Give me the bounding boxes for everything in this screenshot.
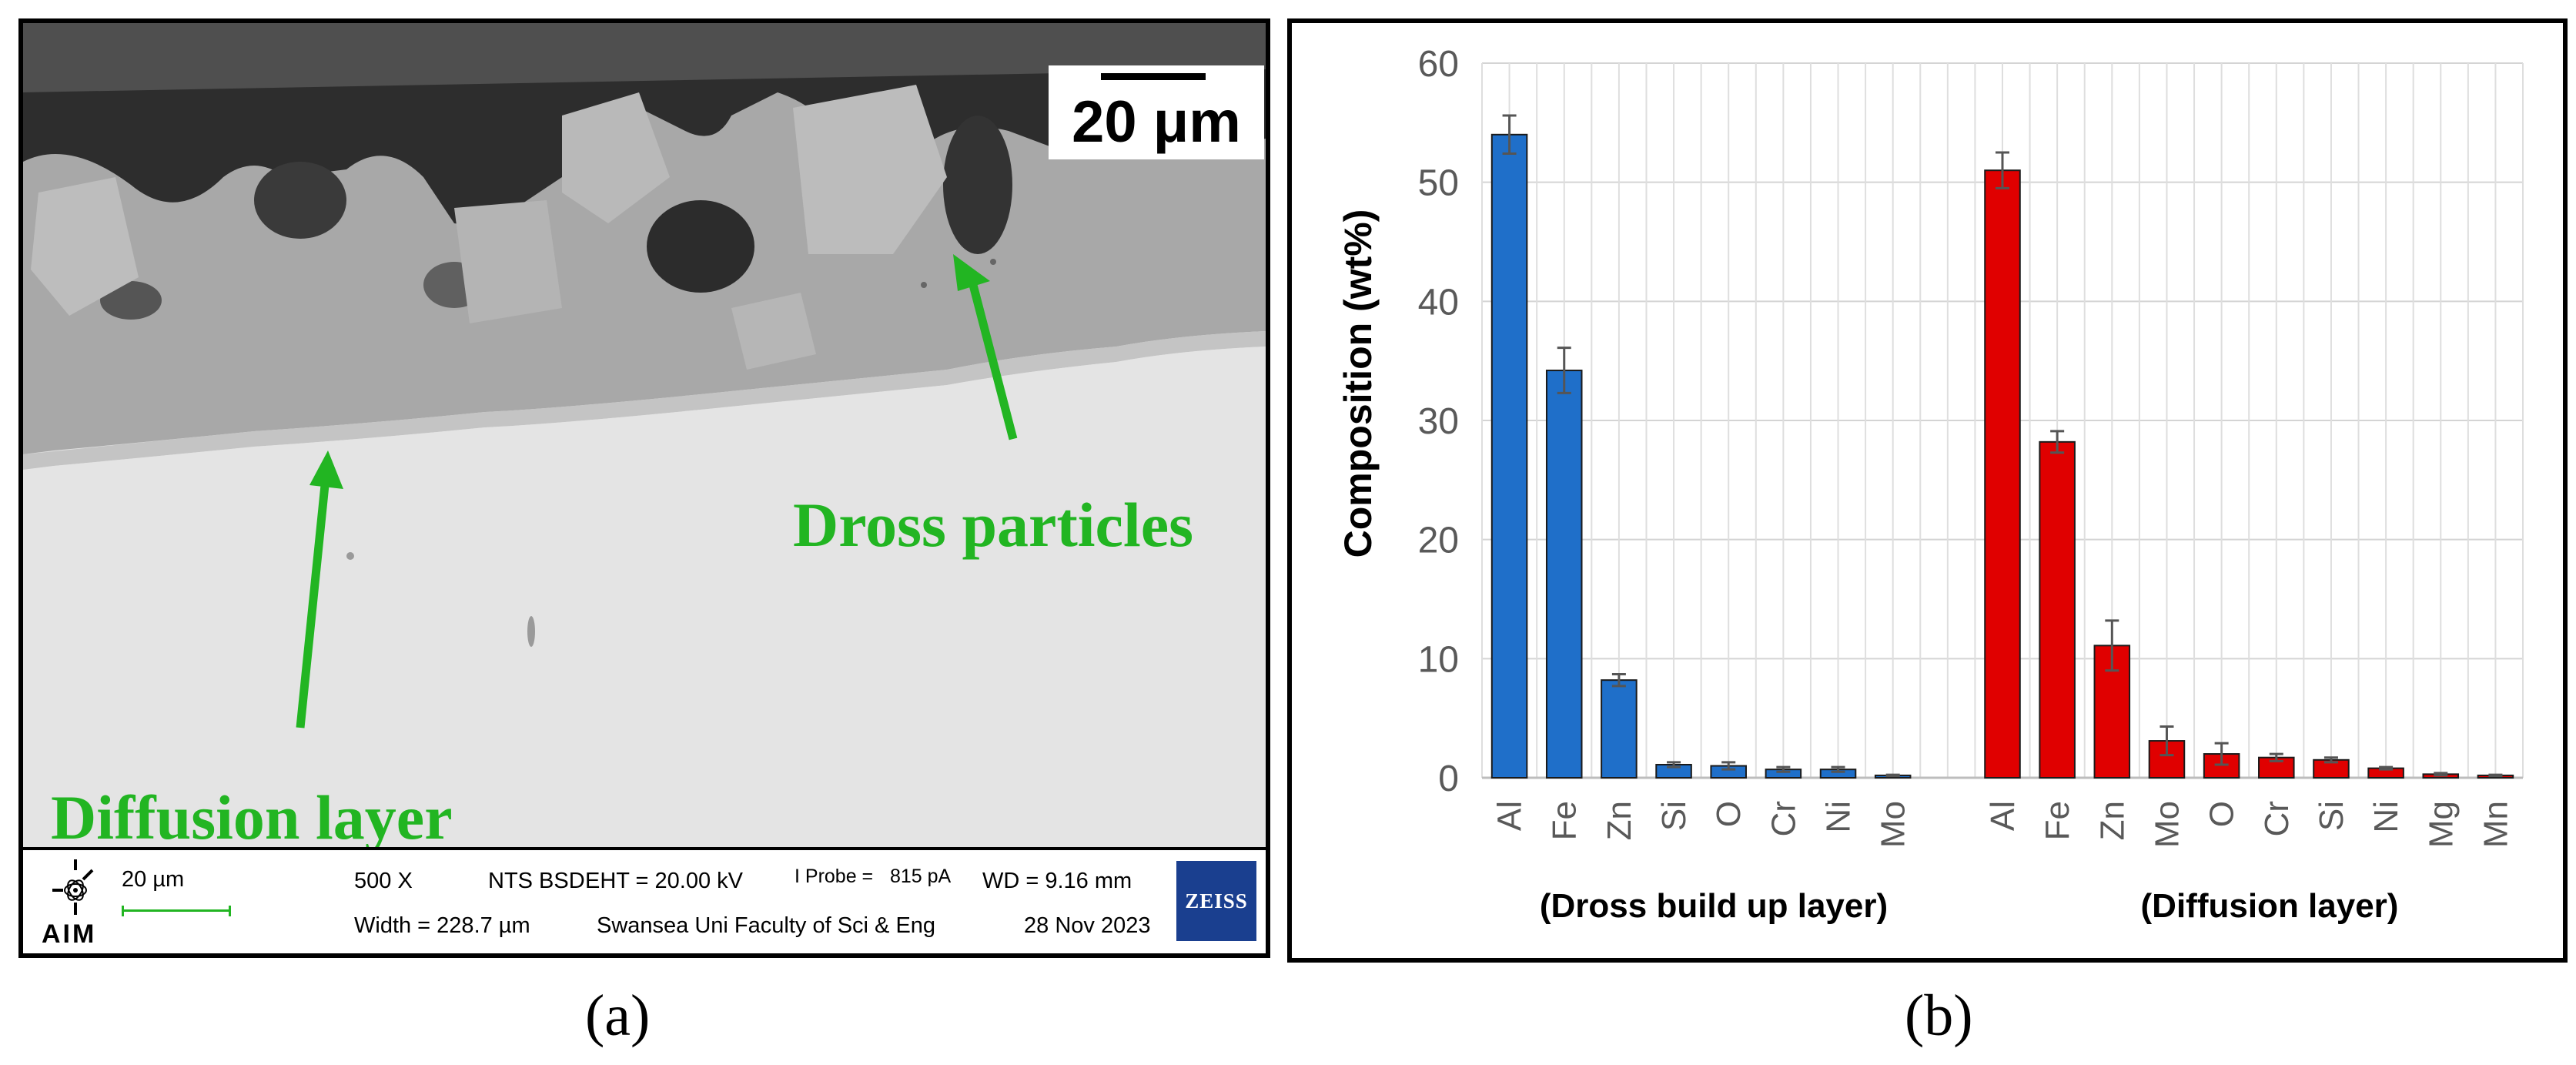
zeiss-logo: ZEISS [1176, 861, 1256, 941]
x-tick-label: Mo [1875, 801, 1912, 848]
acquisition-date: 28 Nov 2023 [1024, 913, 1151, 938]
iprobe-value: 815 pA [890, 866, 952, 887]
x-tick-label: Zn [2093, 801, 2131, 840]
x-tick-label: Si [2313, 801, 2350, 831]
bar-diffusion-al [1984, 169, 2021, 779]
x-tick-label: Cr [2258, 801, 2296, 836]
working-distance: WD = 9.16 mm [982, 869, 1132, 893]
error-bar [2050, 430, 2065, 454]
bar-dross-zn [1601, 679, 1638, 779]
iprobe-label: I Probe = [795, 866, 874, 887]
x-tick-label: Mg [2422, 801, 2460, 848]
detector: NTS BSD [488, 869, 585, 893]
error-bar [1831, 765, 1845, 773]
axis-ticks: 0 10 20 30 40 50 60 [1418, 44, 1459, 799]
error-bar [1557, 347, 1571, 394]
caption-b: (b) [1905, 983, 1973, 1048]
sem-info-bar: AIM 20 µm 500 X Width = 228.7 µm NTS BSD… [23, 847, 1266, 953]
diffusion-layer-label: Diffusion layer [51, 782, 453, 852]
error-bar [1885, 773, 1900, 778]
x-tick-label: Mo [2148, 801, 2186, 848]
y-tick-label: 60 [1418, 44, 1459, 85]
x-tick-label: Cr [1765, 801, 1802, 836]
error-bar [1776, 765, 1791, 773]
facility: Swansea Uni Faculty of Sci & Eng [597, 913, 936, 938]
error-bar [2214, 742, 2229, 766]
group-label-dross: (Dross build up layer) [1540, 887, 1888, 925]
arrow-dross [953, 254, 1018, 440]
y-axis-title: Composition (wt%) [1337, 209, 1380, 558]
x-tick-label: Fe [2039, 801, 2076, 840]
magnification: 500 X [354, 869, 413, 893]
y-tick-label: 40 [1418, 282, 1459, 323]
error-bar [1667, 761, 1681, 769]
y-tick-label: 30 [1418, 401, 1459, 442]
y-tick-label: 10 [1418, 639, 1459, 680]
arrow-diffusion [296, 450, 343, 728]
composition-chart: 0 10 20 30 40 50 60 Al Fe Zn Si O Cr Ni Mo Al Fe Zn Mo O Cr… [1337, 44, 2524, 925]
y-tick-label: 50 [1418, 163, 1459, 204]
x-tick-label: Ni [2367, 801, 2405, 833]
error-bar [2159, 725, 2174, 757]
error-bar [2269, 752, 2283, 762]
category-labels: Al Fe Zn Si O Cr Ni Mo Al Fe Zn Mo O Cr Si Ni Mg Mn [1491, 801, 2515, 848]
error-bar [1996, 151, 2009, 189]
eht-value: EHT = 20.00 kV [585, 869, 743, 893]
bar-dross-fe [1545, 370, 1583, 779]
x-tick-label: Si [1655, 801, 1693, 831]
y-tick-label: 0 [1438, 759, 1459, 799]
atom-icon [52, 859, 94, 915]
x-tick-label: Fe [1546, 801, 1584, 840]
bars [1490, 114, 2514, 779]
x-tick-label: Zn [1601, 801, 1638, 840]
bar-dross-al [1490, 133, 1528, 779]
bar-diffusion-fe [2039, 440, 2076, 779]
group-label-diffusion: (Diffusion layer) [2141, 887, 2399, 925]
info-scale-bar [122, 906, 231, 916]
scale-bar-label: 20 μm [1072, 89, 1241, 155]
x-tick-label: Al [1984, 801, 2022, 831]
error-bar [2379, 765, 2394, 771]
sem-panel: 20 μm Dross particles Diffusion layer AI… [18, 18, 1270, 958]
x-tick-label: O [1710, 801, 1748, 827]
error-bar [1611, 672, 1626, 688]
info-scale-label: 20 µm [122, 867, 185, 892]
error-bar [2105, 619, 2119, 672]
x-tick-label: Mn [2477, 801, 2514, 848]
aim-logo: AIM [37, 859, 114, 949]
x-tick-label: O [2203, 801, 2241, 827]
scale-bar-line [1101, 73, 1206, 80]
error-bar [2488, 773, 2503, 778]
y-tick-label: 20 [1418, 521, 1459, 561]
x-tick-label: Al [1491, 801, 1529, 831]
sem-micrograph [23, 23, 1266, 953]
aim-logo-text: AIM [42, 919, 97, 949]
error-bar [1502, 114, 1517, 156]
error-bar [2434, 772, 2448, 777]
scale-bar: 20 μm [1049, 65, 1264, 159]
caption-a: (a) [585, 983, 651, 1048]
error-bar [2323, 756, 2338, 764]
dross-particles-label: Dross particles [793, 490, 1194, 560]
chart-panel: 0 10 20 30 40 50 60 Al Fe Zn Si O Cr Ni Mo Al Fe Zn Mo O Cr… [1287, 18, 2568, 963]
x-tick-label: Ni [1820, 801, 1858, 833]
image-width: Width = 228.7 µm [354, 913, 530, 938]
error-bar [1721, 761, 1736, 771]
